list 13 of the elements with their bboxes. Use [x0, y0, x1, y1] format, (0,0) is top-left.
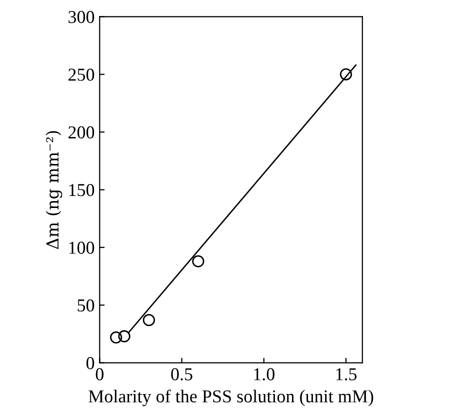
- x-tick-label: 0.5: [171, 368, 192, 380]
- y-tick-label: 200: [68, 126, 94, 138]
- y-tick-label: 50: [78, 299, 94, 312]
- y-axis-title: Δm (ng mm⁻²): [46, 131, 62, 250]
- y-tick-label: 0: [86, 357, 94, 370]
- x-tick-label: 1.5: [336, 368, 357, 380]
- x-tick-label: 0: [96, 368, 104, 380]
- x-axis-title: Molarity of the PSS solution (unit mM): [88, 390, 374, 406]
- x-tick-label: 1.0: [254, 368, 274, 380]
- y-tick-label: 150: [69, 184, 94, 196]
- y-tick-label: 300: [68, 10, 94, 24]
- y-tick-label: 250: [68, 68, 94, 81]
- y-tick-label: 100: [69, 242, 94, 254]
